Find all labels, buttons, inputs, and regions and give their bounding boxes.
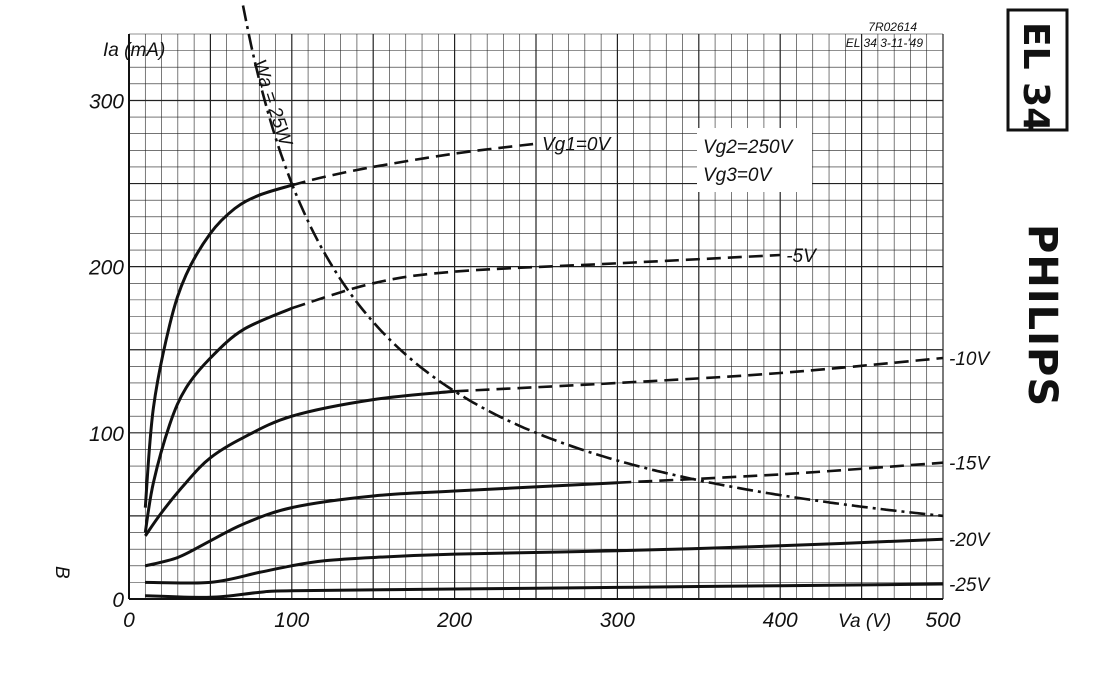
series-label: -25V [949,575,991,596]
dissipation-label: Wa = 25W [248,57,296,150]
condition-vg2: Vg2=250V [703,137,795,158]
curve-vg1-0v-dashed [291,142,537,187]
curve--5v-dashed [291,253,781,310]
curve--20v-solid [145,537,944,585]
series-label: -20V [949,530,991,551]
curve--5v-solid [143,306,293,533]
series-label: Vg1=0V [542,135,612,156]
side-mark-group: B [51,566,72,579]
brand-group: PHILIPS [1019,224,1065,407]
series-label: -10V [949,349,991,370]
side-mark: B [51,566,72,579]
ref-date: EL 34 3-11-'49 [846,36,924,50]
y-tick-label: 200 [88,257,124,280]
x-tick-label: 200 [436,609,472,632]
curve--10v-solid [144,389,455,537]
x-axis-title: Va (V) [838,611,891,632]
curve--15v-solid [144,481,618,568]
x-tick-label: 400 [763,609,798,632]
x-tick-label: 300 [600,609,635,632]
tube-label-box [1006,8,1069,132]
curve-vg1-0v-solid [143,183,293,508]
y-tick-label: 100 [89,423,124,446]
chart-curves: Vg1=0V -5V -10V -15V -20V -25V [143,5,991,599]
tube-label-group: EL 34 [1015,22,1056,132]
y-tick-label: 300 [89,90,124,113]
chart-grid [128,33,944,600]
dissipation-curve [241,5,944,518]
ref-code: 7R02614 [868,20,917,34]
x-tick-label: 500 [925,609,960,632]
x-tick-label: 100 [274,609,309,632]
condition-vg3: Vg3=0V [703,165,773,186]
brand-label: PHILIPS [1019,224,1065,407]
y-axis-title: Ia (mA) [103,40,165,61]
dissipation-label-group: Wa = 25W [248,57,296,150]
chart-ticks: 0 100 200 300 400 500 0 100 200 300 [88,90,961,632]
y-tick-label: 0 [112,589,124,612]
chart-axes [128,34,943,600]
series-label: -5V [786,246,818,267]
x-tick-label: 0 [123,609,135,632]
curve--10v-dashed [454,356,944,393]
tube-label: EL 34 [1015,22,1056,132]
series-label: -15V [949,454,991,475]
conditions-box [697,128,812,192]
curve--25v-solid [145,582,944,599]
